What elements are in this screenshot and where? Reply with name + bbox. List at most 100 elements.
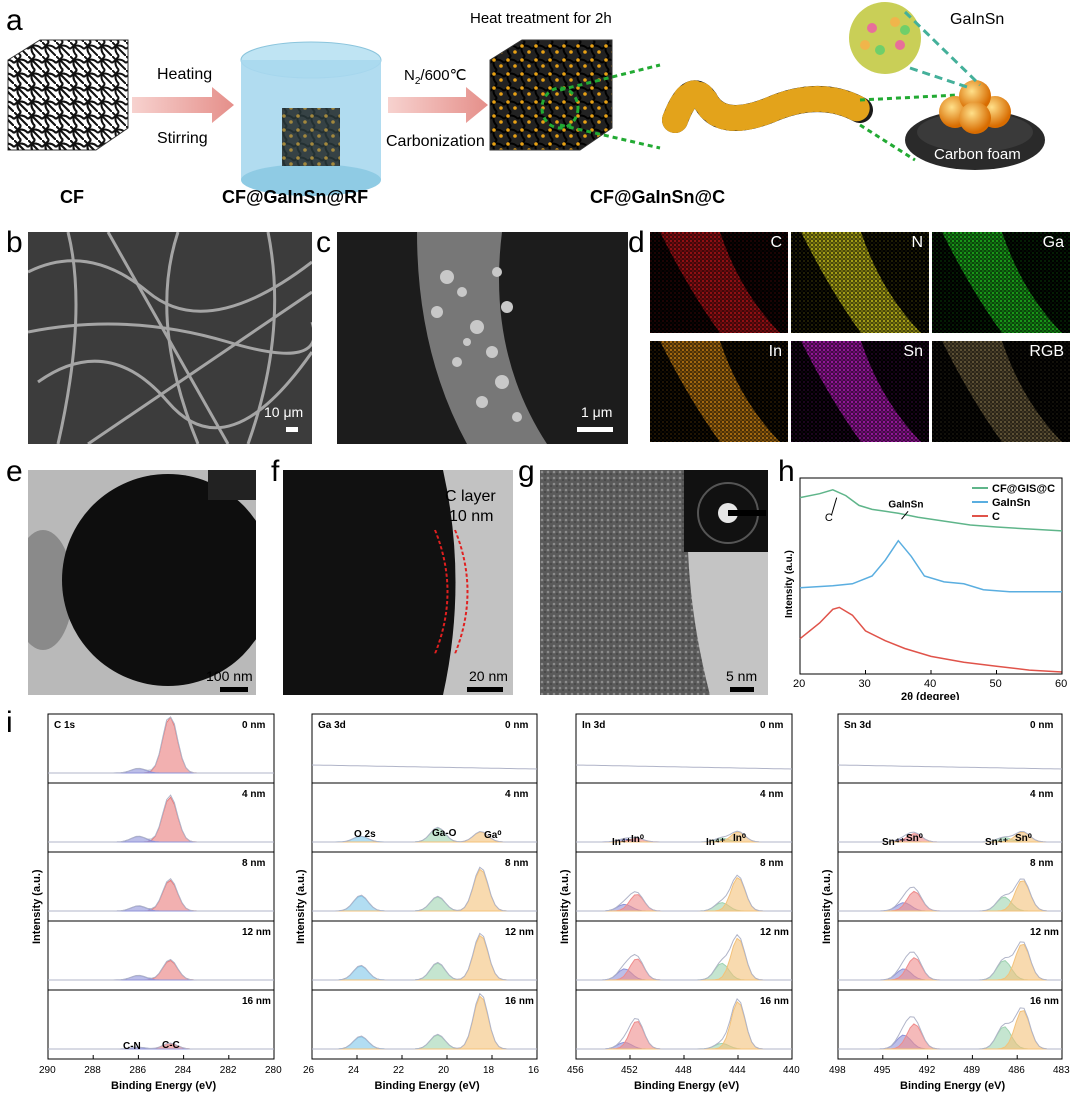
depth-label: 8 nm bbox=[760, 858, 783, 869]
carbonization-label: Carbonization bbox=[386, 133, 485, 150]
scale-bar-g bbox=[730, 687, 754, 692]
process-arrow-2 bbox=[388, 87, 488, 123]
xps-peak bbox=[838, 1010, 1062, 1050]
depth-label: 16 nm bbox=[242, 996, 271, 1007]
panel-b-label: b bbox=[6, 226, 23, 259]
x-tick-label: 30 bbox=[859, 678, 871, 690]
xrd-chart: CF@GIS@C GaInSn C 20 30 40 50 60 2θ (degree) Inte… bbox=[784, 477, 1067, 700]
xps-envelope bbox=[48, 877, 274, 912]
xps-subplot-title: Ga 3d bbox=[318, 720, 346, 731]
scale-bar-b bbox=[286, 427, 298, 432]
xrd-series-c bbox=[799, 606, 1063, 673]
xps-peak bbox=[576, 968, 792, 981]
x-tick-label: 16 bbox=[528, 1065, 540, 1076]
x-tick-label: 444 bbox=[729, 1065, 746, 1076]
cf-gis-c-cube bbox=[489, 39, 613, 151]
xps-subplot-title: In 3d bbox=[582, 720, 605, 731]
resin-beaker bbox=[240, 41, 382, 196]
xps-envelope bbox=[576, 998, 792, 1050]
xrd-series-gainsn bbox=[799, 539, 1062, 593]
legend-entry: CF@GIS@C bbox=[992, 483, 1055, 495]
xps-peak bbox=[312, 827, 537, 843]
xps-peak bbox=[312, 962, 537, 981]
x-tick-label: 24 bbox=[348, 1065, 360, 1076]
x-tick-label: 20 bbox=[793, 678, 805, 690]
depth-label: 12 nm bbox=[505, 927, 534, 938]
peak-annotation: C-N bbox=[123, 1041, 141, 1052]
x-tick-label: 492 bbox=[919, 1065, 936, 1076]
xps-frame bbox=[837, 989, 1063, 1060]
carbon-foam-disk bbox=[905, 80, 1045, 170]
x-tick-label: 40 bbox=[924, 678, 936, 690]
x-tick-label: 483 bbox=[1053, 1065, 1070, 1076]
y-axis-label: Intensity (a.u.) bbox=[295, 869, 307, 944]
peak-annotation: O 2s bbox=[354, 829, 376, 840]
xps-envelope bbox=[48, 1042, 274, 1050]
process-arrow-1 bbox=[132, 87, 234, 123]
legend-entry: GaInSn bbox=[992, 497, 1031, 509]
x-tick-label: 20 bbox=[438, 1065, 450, 1076]
xps-envelope bbox=[312, 992, 537, 1050]
xps-envelope bbox=[576, 874, 792, 912]
n2-label: N2/600℃ bbox=[404, 67, 467, 87]
peak-label-gis: GaInSn bbox=[888, 499, 923, 510]
peak-annotation: In⁴⁺ bbox=[706, 837, 725, 848]
peak-label-c: C bbox=[825, 512, 833, 524]
peak-annotation: Ga⁰ bbox=[484, 830, 501, 841]
xps-subplot-title: Sn 3d bbox=[844, 720, 871, 731]
c-layer-thickness: 10 nm bbox=[449, 508, 494, 525]
panel-h-label: h bbox=[778, 455, 795, 488]
peak-annotation: Sn⁰ bbox=[906, 833, 923, 844]
scale-bar-e bbox=[220, 687, 248, 692]
xps-peak bbox=[838, 880, 1062, 912]
y-axis-label: Intensity (a.u.) bbox=[559, 869, 571, 944]
edx-map-sn: Sn bbox=[791, 341, 929, 442]
x-axis-label: Binding Energy (eV) bbox=[900, 1080, 1005, 1092]
scale-label-c: 1 μm bbox=[581, 404, 613, 420]
panel-d-label: d bbox=[628, 226, 645, 259]
edx-map-label: RGB bbox=[1029, 343, 1064, 360]
xps-peak bbox=[576, 877, 792, 912]
xps-envelope bbox=[576, 933, 792, 981]
xps-peak bbox=[576, 894, 792, 912]
x-tick-label: 290 bbox=[39, 1065, 56, 1076]
peak-annotation: Sn⁰ bbox=[1015, 833, 1032, 844]
x-tick-label: 280 bbox=[265, 1065, 282, 1076]
scale-label-b: 10 μm bbox=[264, 404, 304, 420]
x-tick-label: 440 bbox=[783, 1065, 800, 1076]
y-axis-label: Intensity (a.u.) bbox=[31, 869, 43, 944]
depth-label: 4 nm bbox=[505, 789, 528, 800]
x-tick-label: 448 bbox=[675, 1065, 692, 1076]
panel-a-label: a bbox=[6, 4, 23, 37]
tem-image-shell: C layer 10 nm 20 nm bbox=[283, 470, 513, 695]
depth-label: 16 nm bbox=[505, 996, 534, 1007]
xps-peak bbox=[312, 868, 537, 912]
peak-annotation: In⁰ bbox=[631, 834, 644, 845]
xps-subplot-title: C 1s bbox=[54, 720, 76, 731]
x-tick-label: 452 bbox=[621, 1065, 638, 1076]
peak-annotation: Sn⁴⁺ bbox=[882, 837, 905, 848]
xps-peak bbox=[576, 958, 792, 981]
xps-peak bbox=[576, 1021, 792, 1050]
depth-label: 0 nm bbox=[242, 720, 265, 731]
peak-annotation: In⁴⁺ bbox=[612, 837, 631, 848]
scale-label-g: 5 nm bbox=[726, 668, 758, 684]
heat-treatment-label: Heat treatment for 2h bbox=[470, 10, 612, 27]
xps-envelope bbox=[576, 830, 792, 843]
x-tick-label: 489 bbox=[963, 1065, 980, 1076]
edx-map-label: N bbox=[911, 234, 923, 251]
edx-map-rgb: RGB bbox=[932, 341, 1070, 442]
depth-label: 16 nm bbox=[760, 996, 789, 1007]
peak-annotation: C-C bbox=[162, 1040, 180, 1051]
edx-map-ga: Ga bbox=[932, 232, 1070, 333]
x-axis-label: 2θ (degree) bbox=[901, 691, 960, 700]
y-axis-label: Intensity (a.u.) bbox=[784, 550, 795, 618]
xps-envelope bbox=[48, 794, 274, 843]
xps-envelope bbox=[311, 764, 538, 770]
xps-envelope bbox=[838, 878, 1062, 912]
peak-annotation: In⁰ bbox=[733, 833, 746, 844]
depth-label: 8 nm bbox=[242, 858, 265, 869]
panel-a-schematic bbox=[7, 2, 1045, 196]
legend-entry: C bbox=[992, 511, 1000, 523]
x-tick-label: 60 bbox=[1055, 678, 1067, 690]
